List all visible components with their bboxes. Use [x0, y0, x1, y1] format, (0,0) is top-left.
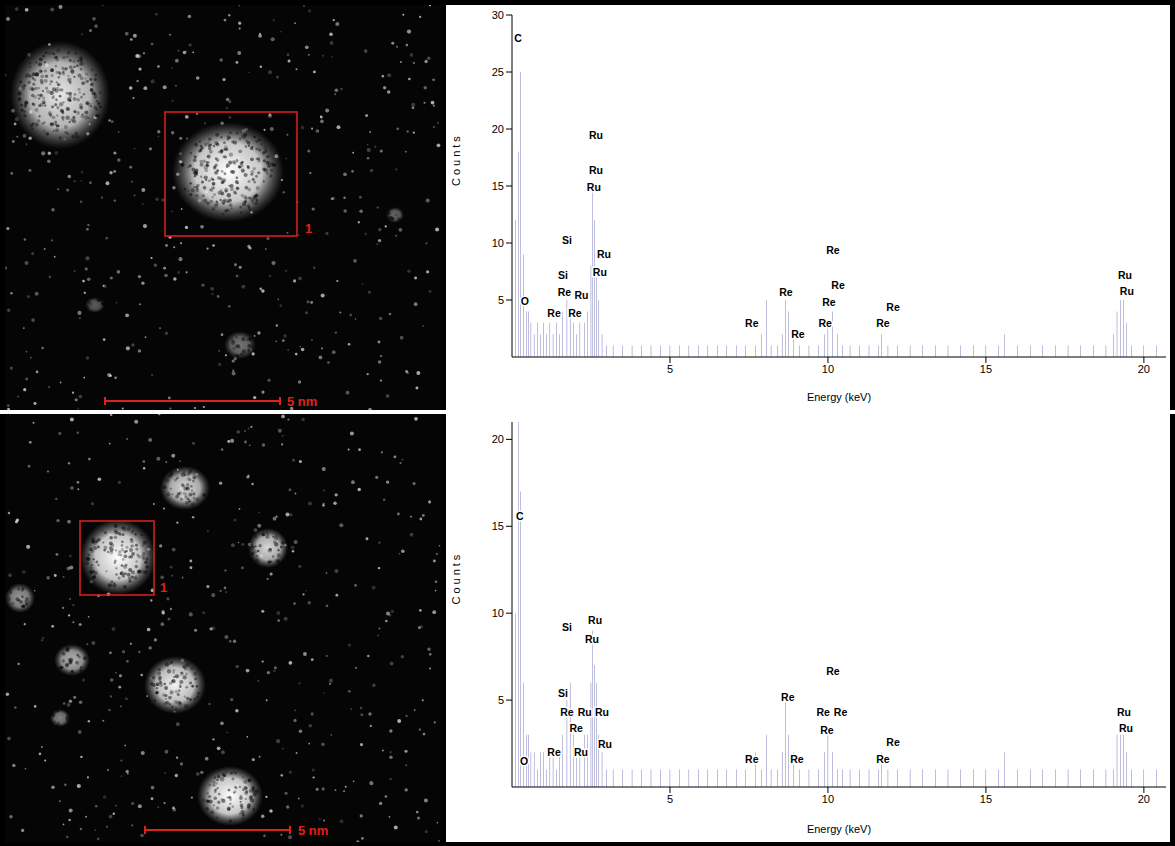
svg-text:Re: Re: [779, 286, 793, 298]
svg-text:5: 5: [667, 363, 673, 375]
svg-text:Re: Re: [745, 317, 759, 329]
svg-text:Si: Si: [562, 621, 572, 633]
svg-text:Ru: Ru: [575, 289, 589, 301]
svg-text:C: C: [514, 32, 522, 44]
svg-text:Ru: Ru: [1119, 722, 1133, 734]
svg-text:O: O: [521, 295, 529, 307]
svg-text:Counts: Counts: [450, 552, 462, 605]
svg-text:Ru: Ru: [593, 266, 607, 278]
svg-text:5: 5: [498, 294, 504, 306]
svg-text:Ru: Ru: [589, 129, 603, 141]
svg-text:Ru: Ru: [597, 248, 611, 260]
svg-text:Re: Re: [876, 317, 890, 329]
svg-text:15: 15: [492, 520, 504, 532]
svg-text:Re: Re: [831, 279, 845, 291]
svg-text:Ru: Ru: [1120, 285, 1134, 297]
svg-text:Re: Re: [569, 722, 583, 734]
svg-text:1: 1: [305, 221, 312, 236]
svg-text:Ru: Ru: [574, 746, 588, 758]
svg-text:15: 15: [980, 363, 992, 375]
svg-text:Re: Re: [568, 307, 582, 319]
svg-text:Ru: Ru: [1117, 706, 1131, 718]
svg-text:15: 15: [980, 793, 992, 805]
svg-text:Re: Re: [826, 244, 840, 256]
svg-text:10: 10: [822, 793, 834, 805]
svg-text:Re: Re: [781, 691, 795, 703]
svg-text:25: 25: [492, 66, 504, 78]
svg-text:30: 30: [492, 9, 504, 21]
svg-text:20: 20: [492, 433, 504, 445]
svg-text:Re: Re: [816, 706, 830, 718]
svg-text:5: 5: [498, 694, 504, 706]
svg-text:Ru: Ru: [1118, 269, 1132, 281]
svg-text:Si: Si: [562, 234, 572, 246]
svg-text:Re: Re: [876, 753, 890, 765]
svg-text:Si: Si: [558, 269, 568, 281]
svg-text:Ru: Ru: [578, 706, 592, 718]
svg-text:Ru: Ru: [589, 164, 603, 176]
svg-text:10: 10: [492, 607, 504, 619]
svg-text:Ru: Ru: [588, 614, 602, 626]
svg-text:Energy (keV): Energy (keV): [807, 823, 871, 835]
svg-text:Re: Re: [834, 706, 848, 718]
svg-text:Ru: Ru: [585, 633, 599, 645]
svg-text:Re: Re: [818, 317, 832, 329]
svg-text:Si: Si: [558, 687, 568, 699]
svg-text:C: C: [516, 510, 524, 522]
svg-text:Ru: Ru: [598, 738, 612, 750]
svg-text:Re: Re: [822, 296, 836, 308]
svg-text:Re: Re: [826, 665, 840, 677]
svg-text:Ru: Ru: [595, 706, 609, 718]
svg-text:20: 20: [1138, 363, 1150, 375]
svg-text:Re: Re: [886, 736, 900, 748]
svg-text:Re: Re: [558, 286, 572, 298]
svg-text:Re: Re: [560, 706, 574, 718]
svg-text:Energy (keV): Energy (keV): [807, 391, 871, 403]
svg-text:Counts: Counts: [450, 133, 462, 186]
svg-text:O: O: [520, 755, 528, 767]
svg-text:20: 20: [492, 123, 504, 135]
svg-text:Re: Re: [745, 753, 759, 765]
svg-text:10: 10: [822, 363, 834, 375]
svg-text:20: 20: [1138, 793, 1150, 805]
svg-text:Ru: Ru: [587, 181, 601, 193]
svg-text:5: 5: [667, 793, 673, 805]
svg-text:Re: Re: [791, 328, 805, 340]
svg-text:15: 15: [492, 180, 504, 192]
svg-text:Re: Re: [790, 753, 804, 765]
svg-text:5 nm: 5 nm: [298, 823, 328, 838]
svg-text:Re: Re: [547, 746, 561, 758]
svg-text:10: 10: [492, 237, 504, 249]
svg-text:5 nm: 5 nm: [287, 394, 317, 409]
svg-text:Re: Re: [886, 301, 900, 313]
svg-text:Re: Re: [820, 724, 834, 736]
svg-text:Re: Re: [547, 307, 561, 319]
svg-text:1: 1: [160, 580, 167, 595]
